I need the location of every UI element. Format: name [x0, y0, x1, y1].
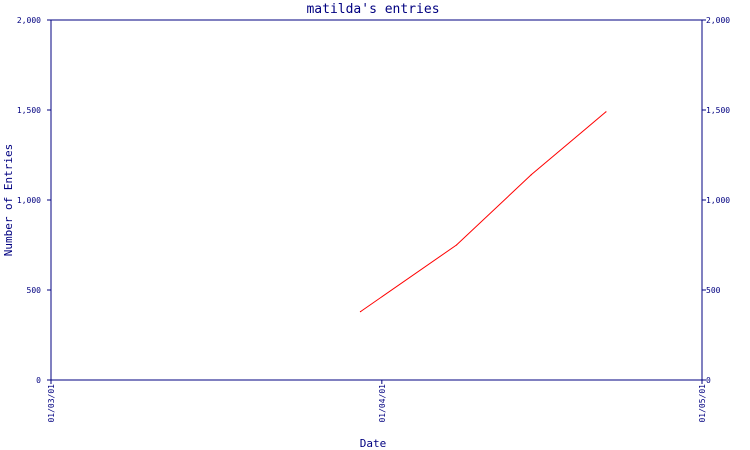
- series-layer: [359, 111, 607, 313]
- y-tick-label-left: 1,500: [17, 106, 41, 115]
- x-axis-title: Date: [360, 437, 387, 450]
- series-point: [530, 174, 532, 176]
- y-tick-label-left: 1,000: [17, 196, 41, 205]
- y-tick-label-right: 500: [706, 286, 721, 295]
- x-tick-label: 01/05/01: [698, 384, 707, 423]
- y-tick-label-left: 500: [27, 286, 42, 295]
- plot-area: [50, 19, 703, 381]
- x-tick-label: 01/04/01: [378, 384, 387, 423]
- series-point: [455, 244, 458, 246]
- series-line: [360, 111, 607, 313]
- series-point: [359, 311, 362, 313]
- chart-title: matilda's entries: [306, 2, 439, 17]
- y-tick-label-right: 1,000: [706, 196, 730, 205]
- x-tick-label: 01/03/01: [47, 384, 56, 423]
- y-tick-label-left: 2,000: [17, 16, 41, 25]
- y-tick-label-right: 1,500: [706, 106, 730, 115]
- y-tick-label-left: 0: [36, 376, 41, 385]
- y-tick-label-right: 2,000: [706, 16, 730, 25]
- y-axis-title: Number of Entries: [2, 144, 15, 257]
- x-axis: 01/03/01 01/04/01 01/05/01: [47, 380, 707, 423]
- y-tick-label-right: 0: [706, 376, 711, 385]
- y-axis-left: 0 500 1,000 1,500 2,000: [17, 16, 51, 385]
- series-point: [605, 111, 607, 113]
- y-axis-right: 0 500 1,000 1,500 2,000: [702, 16, 730, 385]
